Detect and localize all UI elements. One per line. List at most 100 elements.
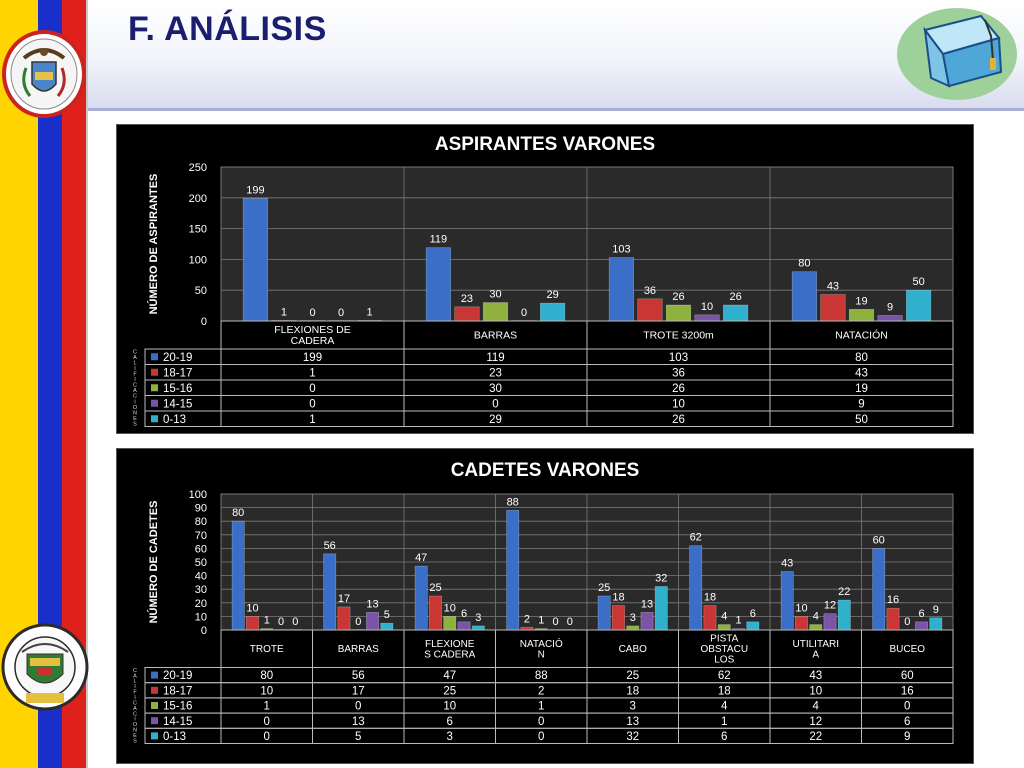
legend-swatch [151,732,158,740]
bar [597,595,611,631]
data-label: 25 [429,582,441,594]
chart-cadetes-svg: CADETES VARONES0102030405060708090100NÚM… [133,460,954,744]
data-label: 80 [232,507,244,519]
data-label: 13 [366,598,378,610]
bar [717,624,731,631]
chart-title: CADETES VARONES [451,460,640,481]
data-label: 18 [704,592,716,604]
data-label: 4 [813,611,819,623]
row-header-letter: I [134,377,136,383]
data-label: 1 [538,615,544,627]
bar [414,565,428,631]
table-cell: 12 [809,716,822,728]
data-label: 10 [701,301,713,313]
table-cell: 6 [721,731,727,743]
category-label: NATACIÓN [835,329,888,342]
table-cell: 60 [901,670,914,682]
category-label: TROTE [250,644,284,655]
y-tick-label: 0 [201,625,207,637]
table-cell: 0 [355,701,361,713]
table-cell: 3 [630,701,636,713]
y-tick-label: 200 [189,193,207,205]
legend-swatch [151,353,158,361]
data-label: 1 [367,306,373,318]
table-cell: 19 [855,383,868,395]
bar [380,622,394,631]
data-label: 6 [750,608,756,620]
y-axis-label: NÚMERO DE CADETES [147,501,160,624]
row-header-letter: E [133,733,137,739]
chart-cadetes-varones: CADETES VARONES 0 10 20 30 40 50 60 70 80 90 100 NÚM… [116,448,974,764]
table-cell: 0 [264,731,270,743]
row-header-letter: E [133,416,137,422]
category-label: UTILITARI [793,639,839,650]
table-cell: 80 [260,670,273,682]
table-cell: 10 [672,399,685,411]
slide-header [88,0,1024,111]
table-cell: 17 [352,685,365,697]
legend-swatch [151,368,158,376]
row-header-letter: C [133,394,137,400]
data-label: 13 [641,598,653,610]
data-label: 17 [338,593,350,605]
data-label: 199 [246,184,264,196]
table-cell: 25 [443,685,456,697]
category-label: OBSTACU [700,644,748,655]
table-cell: 47 [443,670,456,682]
table-cell: 4 [813,701,820,713]
bar [723,304,749,322]
data-label: 80 [798,258,810,270]
bar [823,613,837,631]
table-cell: 0 [538,716,544,728]
row-header-letter: L [133,679,136,685]
category-label: CABO [619,644,648,655]
legend-label: 18-17 [163,685,192,697]
legend-swatch [151,671,158,679]
data-label: 43 [781,558,793,570]
bar [703,605,717,631]
bar [665,304,692,322]
category-label: PISTA [710,634,738,645]
table-cell: 43 [809,670,822,682]
table-cell: 50 [855,414,868,426]
table-cell: 56 [352,670,365,682]
table-cell: 26 [672,414,685,426]
data-label: 119 [430,234,448,246]
y-tick-label: 20 [195,598,207,610]
data-label: 10 [795,602,807,614]
y-tick-label: 50 [195,285,207,297]
table-cell: 13 [626,716,639,728]
table-cell: 13 [352,716,365,728]
row-header-letter: C [133,711,137,717]
table-cell: 16 [901,685,914,697]
chart-title: ASPIRANTES VARONES [435,134,655,155]
legend-swatch [151,702,158,709]
data-label: 10 [246,602,258,614]
data-label: 43 [827,281,839,293]
table-cell: 18 [626,685,639,697]
category-label: TROTE 3200m [643,330,714,342]
table-cell: 62 [718,670,731,682]
table-cell: 3 [447,731,453,743]
table-cell: 10 [443,701,456,713]
table-cell: 9 [904,731,910,743]
table-cell: 10 [260,685,273,697]
bar [872,548,886,631]
data-label: 2 [524,613,530,625]
bar [506,510,520,631]
category-label: NATACIÓ [520,637,563,650]
table-cell: 36 [672,368,685,380]
y-tick-label: 100 [189,489,207,501]
data-label: 4 [721,611,727,623]
row-header-letter: C [133,383,137,389]
table-cell: 119 [486,352,504,364]
data-label: 1 [264,615,270,627]
data-label: 0 [278,616,284,628]
table-cell: 1 [721,716,727,728]
row-header-letter: N [133,728,137,734]
y-tick-label: 30 [195,584,207,596]
row-header-letter: A [133,388,137,394]
legend-label: 15-16 [163,701,192,713]
data-table-row [144,379,954,396]
table-cell: 4 [721,701,728,713]
